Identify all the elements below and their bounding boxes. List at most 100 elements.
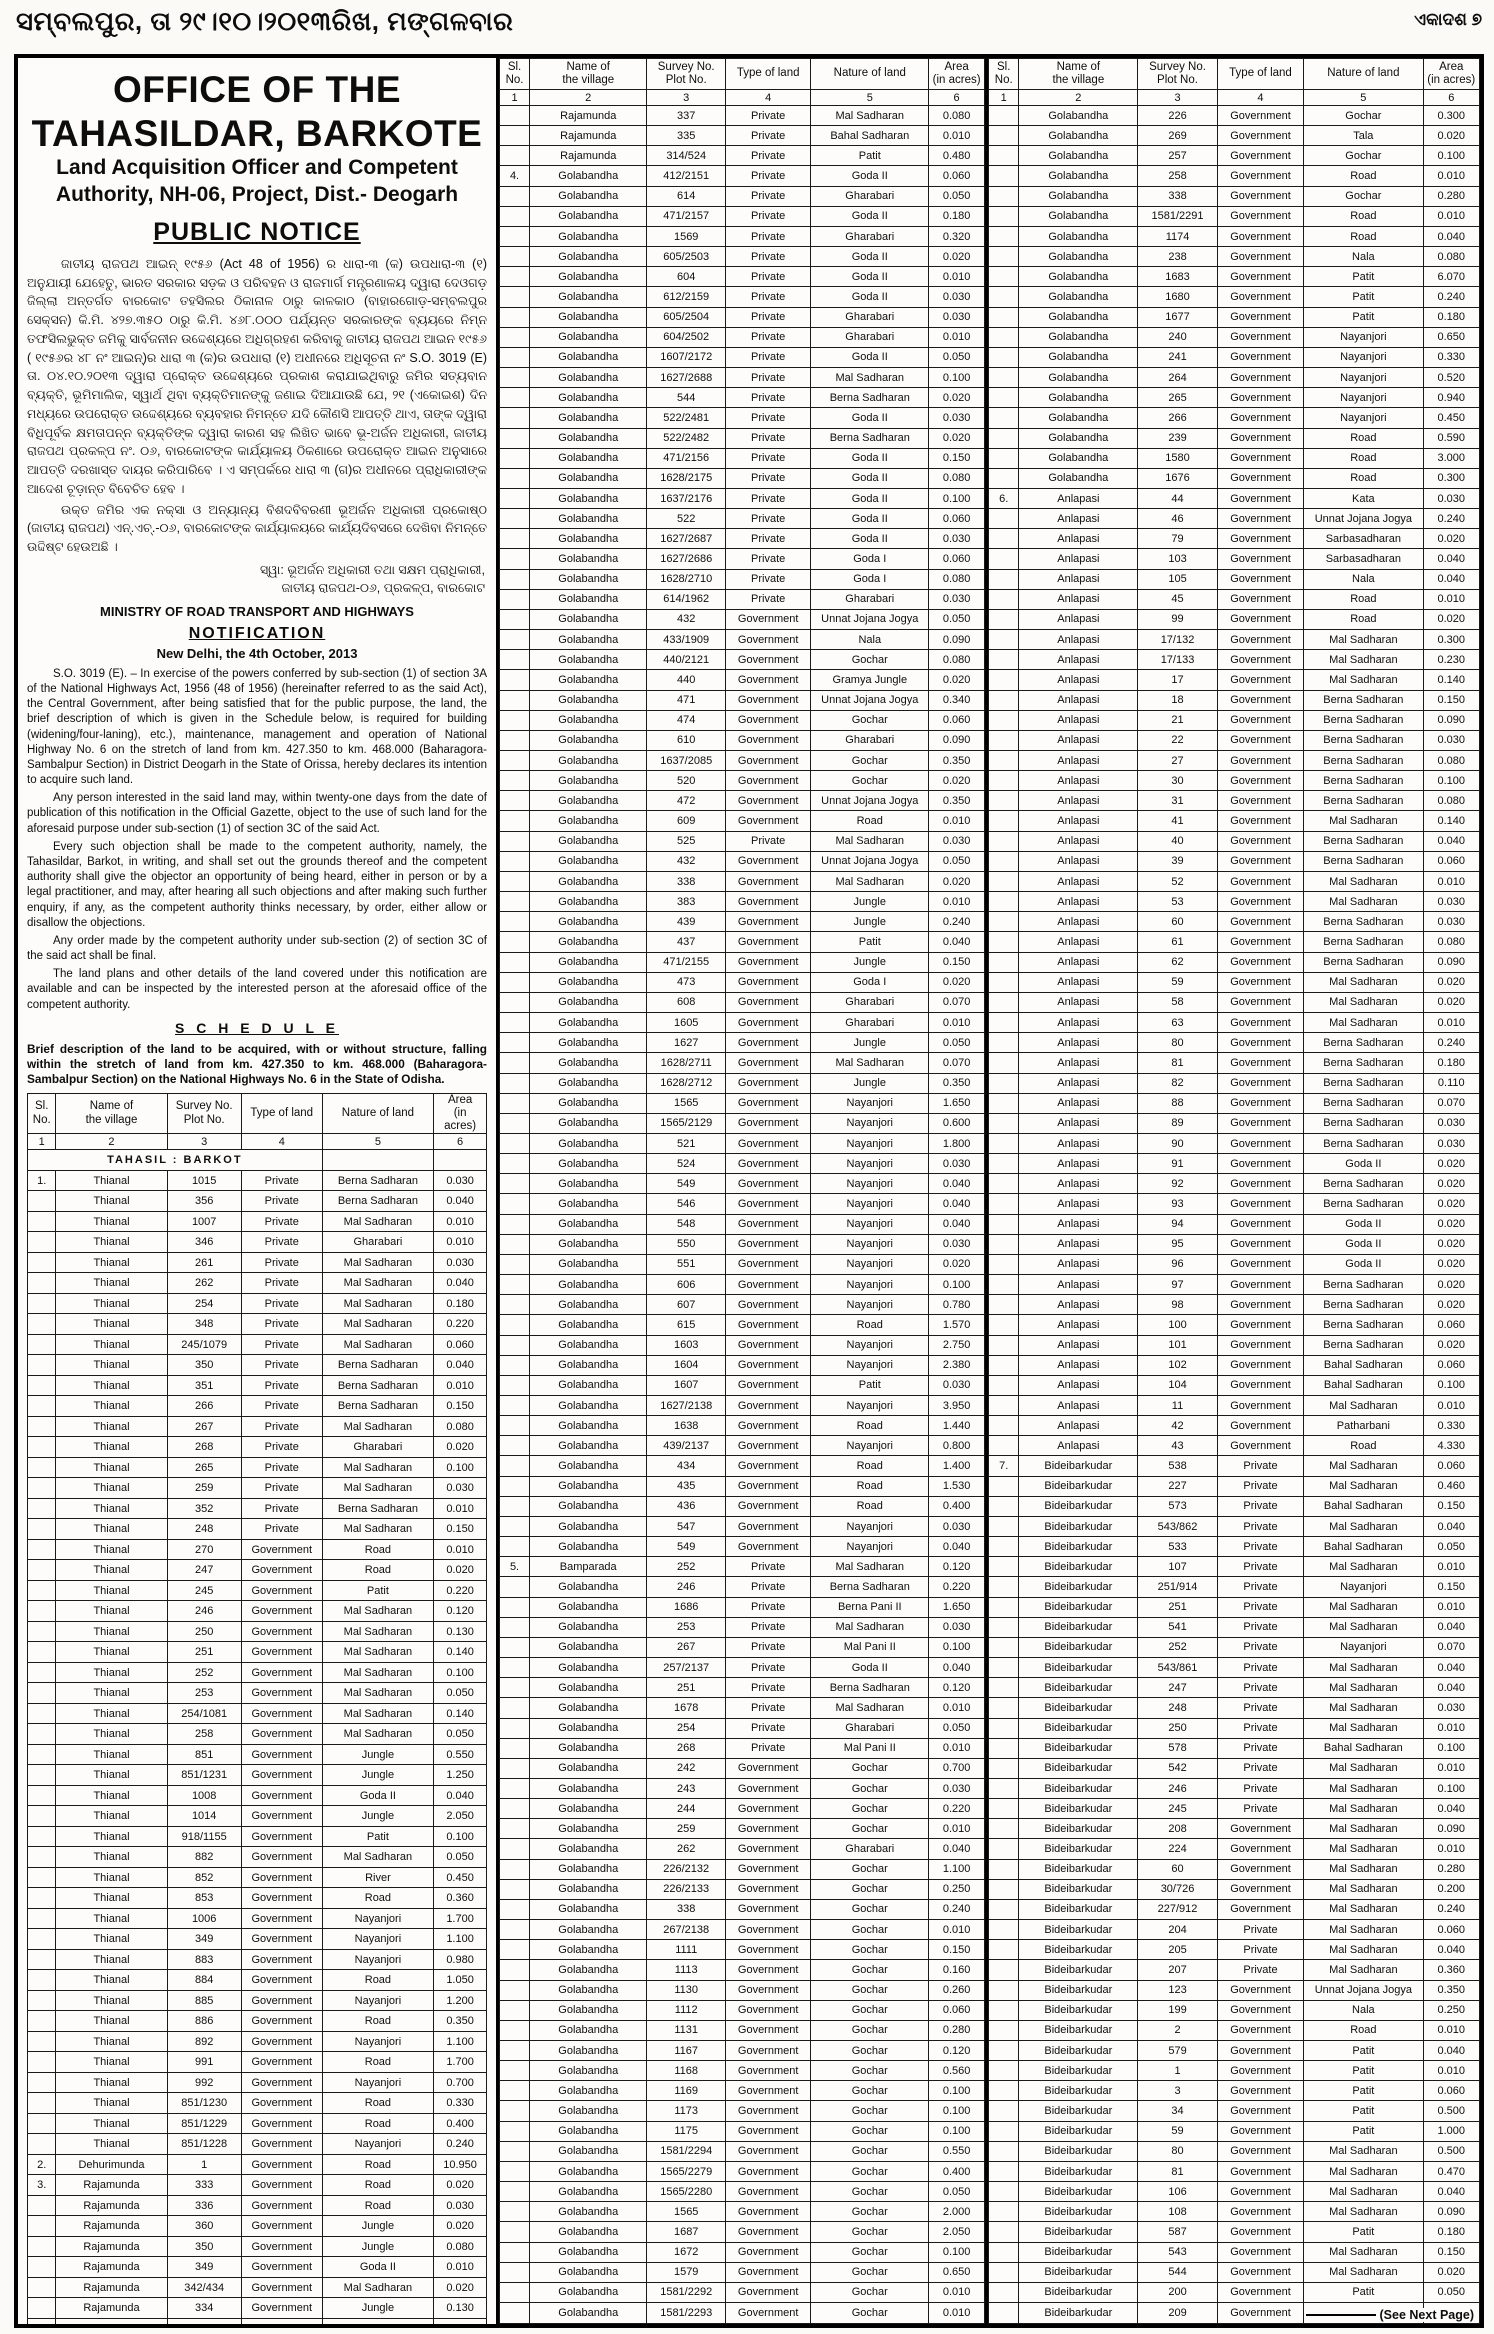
cell-nature-of-land: Mal Sadharan: [1303, 1677, 1424, 1699]
cell-type-of-land: Private: [724, 447, 812, 469]
signature-block: ସ୍ୱା: ଭୂଅର୍ଜନ ଅଧିକାରୀ ତଥା ସକ୍ଷମ ପ୍ରାଧିକା…: [27, 561, 485, 597]
cell-survey-plot-no: 851: [166, 1743, 242, 1766]
cell-sl-no: [26, 1354, 57, 1376]
cell-type-of-land: Private: [1216, 1455, 1305, 1477]
table-row: Golabandha 472 Government Unnat Jojana Jogy…: [498, 790, 985, 812]
cell-survey-plot-no: 254: [646, 1717, 726, 1739]
cell-village: Thianal: [55, 2092, 168, 2114]
cell-village: Golabandha: [529, 548, 648, 570]
cell-survey-plot-no: 882: [166, 1846, 242, 1868]
cell-area: 0.040: [1422, 225, 1480, 248]
cell-village: Golabandha: [529, 165, 648, 187]
table-row: Golabandha 1678 Private Mal Sadharan 0.010: [498, 1697, 985, 1719]
cell-nature-of-land: Bahal Sadharan: [1303, 1737, 1424, 1759]
cell-survey-plot-no: 267: [646, 1636, 726, 1659]
cell-nature-of-land: Goda I: [810, 971, 930, 993]
cell-survey-plot-no: 89: [1137, 1112, 1218, 1134]
cell-survey-plot-no: 58: [1137, 991, 1218, 1014]
cell-nature-of-land: Mal Sadharan: [1303, 870, 1424, 893]
cell-nature-of-land: Gochar: [810, 1898, 930, 1921]
cell-sl-no: [498, 1596, 531, 1618]
cell-area: 0.030: [928, 830, 985, 852]
cell-area: 0.140: [1422, 669, 1480, 691]
cell-area: 0.120: [928, 1677, 985, 1699]
cell-type-of-land: Government: [724, 1536, 812, 1558]
column-number: 3: [166, 1133, 242, 1151]
cell-survey-plot-no: 253: [646, 1616, 726, 1638]
cell-sl-no: [498, 1455, 531, 1477]
cell-area: 0.020: [1422, 1294, 1480, 1316]
cell-area: 0.700: [928, 1757, 985, 1779]
cell-survey-plot-no: 547: [646, 1515, 726, 1538]
cell-nature-of-land: Mal Sadharan: [1303, 1717, 1424, 1739]
cell-nature-of-land: Gharabari: [810, 326, 930, 348]
cell-village: Golabandha: [529, 1818, 648, 1840]
cell-village: Bideibarkudar: [1018, 1677, 1139, 1699]
cell-survey-plot-no: 123: [1137, 1979, 1218, 2001]
cell-nature-of-land: Nayanjori: [321, 1948, 435, 1971]
table-row: Thianal 253 Government Mal Sadharan 0.050: [26, 1682, 487, 1704]
table-row: Golabandha 1677 Government Patit 0.180: [987, 306, 1480, 328]
table-row: Golabandha 265 Government Nayanjori 0.940: [987, 387, 1480, 409]
table-row: Bideibarkudar 30/726 Government Mal Sadhara…: [987, 1878, 1480, 1900]
cell-area: 0.030: [1422, 1697, 1480, 1719]
cell-area: 0.100: [928, 2100, 985, 2122]
header-cell-nature-of-land: Nature of land: [321, 1092, 435, 1135]
cell-survey-plot-no: 257: [1137, 145, 1218, 167]
cell-village: Golabandha: [529, 1435, 648, 1457]
cell-nature-of-land: Jungle: [321, 1743, 435, 1766]
cell-sl-no: [498, 246, 531, 268]
cell-survey-plot-no: 259: [646, 1818, 726, 1840]
cell-village: Golabandha: [1018, 326, 1139, 348]
table-row: Golabandha 1607 Government Patit 0.030: [498, 1374, 985, 1397]
notification-paragraph-3: Every such objection shall be made to th…: [27, 840, 487, 929]
cell-area: 1.100: [928, 1858, 985, 1880]
cell-type-of-land: Private: [724, 286, 812, 308]
cell-survey-plot-no: 104: [1137, 1374, 1218, 1397]
cell-type-of-land: Private: [724, 326, 812, 348]
cell-area: 6.070: [1422, 266, 1480, 288]
cell-sl-no: [987, 770, 1020, 792]
cell-survey-plot-no: 103: [1137, 548, 1218, 570]
cell-sl-no: [26, 1272, 57, 1294]
cell-sl-no: [498, 266, 531, 288]
cell-sl-no: [26, 1825, 57, 1848]
cell-sl-no: [987, 125, 1020, 147]
cell-nature-of-land: Gramya Jungle: [810, 669, 930, 691]
cell-village: Golabandha: [529, 1838, 648, 1860]
table-row: Golabandha 435 Government Road 1.530: [498, 1475, 985, 1497]
table-row: Anlapasi 105 Government Nala 0.040: [987, 568, 1480, 590]
cell-village: Anlapasi: [1018, 1193, 1139, 1215]
cell-sl-no: [987, 1354, 1020, 1376]
cell-sl-no: [987, 1052, 1020, 1074]
cell-village: Thianal: [55, 1682, 168, 1704]
cell-area: 0.100: [928, 1274, 985, 1296]
cell-sl-no: [498, 891, 531, 913]
cell-type-of-land: Private: [724, 104, 812, 127]
cell-nature-of-land: Mal Sadharan: [810, 870, 930, 893]
cell-sl-no: [498, 1999, 531, 2021]
cell-area: 2.050: [928, 2221, 985, 2243]
cell-nature-of-land: Goda II: [810, 165, 930, 187]
cell-survey-plot-no: 471/2155: [646, 951, 726, 973]
cell-sl-no: [26, 2297, 57, 2319]
cell-survey-plot-no: 268: [166, 1436, 242, 1458]
cell-survey-plot-no: 258: [166, 1723, 242, 1745]
cell-survey-plot-no: 607: [646, 1294, 726, 1316]
cell-area: 0.080: [928, 649, 985, 671]
cell-village: Bideibarkudar: [1018, 2302, 1139, 2324]
table-row: 7. Bideibarkudar 538 Private Mal Sadharan 0.0…: [987, 1455, 1480, 1477]
cell-area: 0.940: [1422, 387, 1480, 409]
cell-type-of-land: Government: [1216, 810, 1305, 832]
cell-village: Golabandha: [1018, 125, 1139, 147]
table-row: Anlapasi 91 Government Goda II 0.020: [987, 1153, 1480, 1175]
cell-nature-of-land: Gochar: [810, 749, 930, 772]
cell-area: 0.040: [1422, 2181, 1480, 2203]
cell-area: 0.050: [1422, 1536, 1480, 1558]
cell-survey-plot-no: 432: [646, 850, 726, 872]
cell-nature-of-land: Gochar: [810, 2039, 930, 2062]
cell-village: Golabandha: [529, 407, 648, 429]
cell-sl-no: [498, 467, 531, 489]
cell-sl-no: [987, 1818, 1020, 1840]
table-row: Anlapasi 52 Government Mal Sadharan 0.010: [987, 870, 1480, 893]
